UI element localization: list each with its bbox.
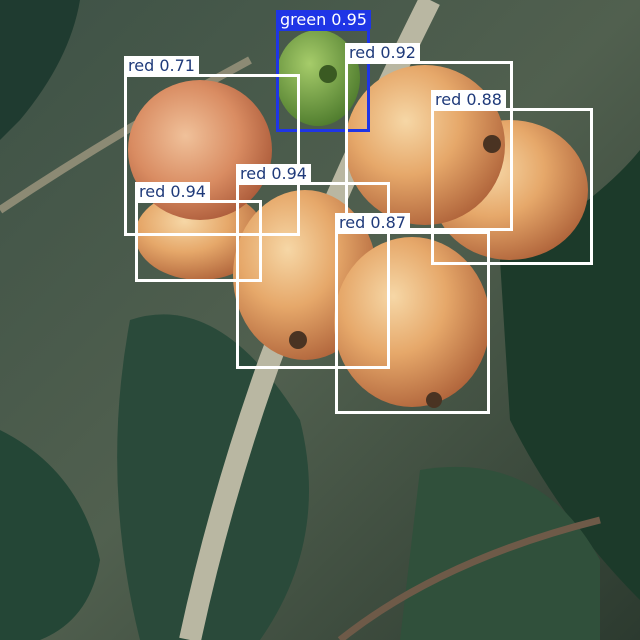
cherry-calyx-1 xyxy=(483,135,501,153)
detection-box-red: red 0.92 xyxy=(345,43,513,231)
detection-label: red 0.94 xyxy=(135,182,210,201)
detection-box-red: red 0.87 xyxy=(335,213,490,414)
leaf-top-left xyxy=(0,0,80,140)
detection-label: red 0.88 xyxy=(431,90,506,109)
berry-calyx xyxy=(319,65,337,83)
detection-box-red: red 0.94 xyxy=(135,182,262,282)
detection-label: red 0.71 xyxy=(124,56,199,75)
cherry-calyx-2 xyxy=(289,331,307,349)
cherry-calyx-3 xyxy=(426,392,442,408)
detection-label: red 0.94 xyxy=(236,164,311,183)
leaf-bottom-left xyxy=(0,430,100,640)
twig-bottom xyxy=(337,516,601,640)
detection-box-green: green 0.95 xyxy=(276,10,371,132)
twig-left xyxy=(0,56,252,214)
detection-box-red: red 0.88 xyxy=(431,90,593,265)
detection-box-red: red 0.71 xyxy=(124,56,300,236)
detection-label: red 0.92 xyxy=(345,43,420,62)
detection-label: red 0.87 xyxy=(335,213,410,232)
detection-box-red: red 0.94 xyxy=(236,164,390,369)
cherry-bottom-right xyxy=(334,237,490,407)
detection-label: green 0.95 xyxy=(276,10,371,29)
